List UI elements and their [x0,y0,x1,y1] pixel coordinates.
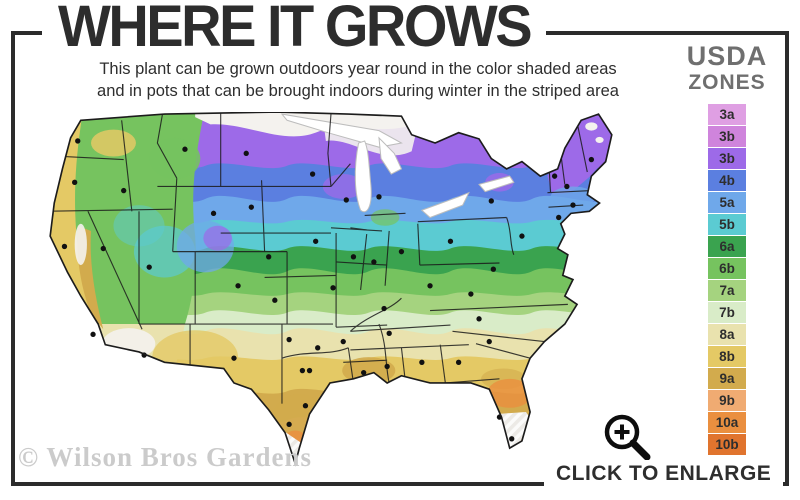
subtitle: This plant can be grown outdoors year ro… [66,59,650,102]
legend-zone-label: 10b [715,437,739,452]
city-dot [309,171,316,177]
city-dot [427,283,433,289]
city-dot [286,336,292,343]
legend-zone-label: 5a [719,195,735,210]
legend-swatch-column: 3a 3b 3b 4b 5a 5b 6a 6b 7a 7b 8a 8b 9a 9b 10a 10b [666,104,788,455]
city-dot [340,338,346,345]
legend-zone-swatch: 5a [708,192,746,213]
city-dot [315,345,321,351]
city-dot [398,248,405,255]
legend-zone-swatch: 7b [708,302,746,323]
legend-zone-label: 8b [719,349,735,364]
legend-zone-swatch: 5b [708,214,746,235]
city-dot [488,198,494,204]
city-dot [330,285,336,291]
legend-zone-swatch: 4b [708,170,746,191]
city-dot [100,245,106,252]
city-dot [490,266,496,272]
city-dot [361,369,367,376]
city-dot [509,436,515,442]
city-dot [570,202,576,208]
legend-zone-swatch: 6a [708,236,746,257]
legend-zone-label: 9b [719,393,735,408]
watermark: © Wilson Bros Gardens [18,442,312,472]
city-dot [381,305,387,312]
city-dot [182,146,188,152]
city-dot [210,210,217,217]
legend-zone-label: 3b [719,129,735,144]
legend-zone-swatch: 6b [708,258,746,279]
legend-title-usda: USDA [686,41,768,71]
magnifying-glass-plus-icon[interactable] [600,410,656,466]
subtitle-line-2: and in pots that can be brought indoors … [97,81,619,100]
us-map-svg [49,112,613,465]
legend-zone-swatch: 10b [708,434,746,455]
legend-zone-swatch: 10a [708,412,746,433]
city-dot [248,204,254,210]
city-dot [371,259,377,265]
state-borders [50,112,592,404]
legend-zone-label: 7a [719,283,735,298]
city-dot [146,264,152,270]
city-dot [243,150,249,157]
click-to-enlarge-label[interactable]: CLICK TO ENLARGE [544,460,784,487]
legend-zone-swatch: 9b [708,390,746,411]
city-dot [266,254,272,260]
city-dot [72,179,78,186]
city-dot [588,156,595,163]
legend-zone-label: 9a [719,371,735,386]
legend-zone-label: 3b [719,151,735,166]
city-dot [286,421,292,428]
city-dot [556,214,562,221]
legend-zone-label: 7b [719,305,735,320]
legend-zone-label: 3a [719,107,735,122]
us-hardiness-zone-map [42,112,670,474]
city-dot [486,338,492,345]
legend-zone-swatch: 3a [708,104,746,125]
city-dot [313,238,319,244]
legend-zone-swatch: 7a [708,280,746,301]
city-dot [75,138,81,144]
great-lakes [280,113,515,219]
city-dot [564,183,570,190]
city-dot [343,197,349,203]
subtitle-line-1: This plant can be grown outdoors year ro… [99,60,617,78]
city-dot [61,243,68,250]
legend-zone-swatch: 3b [708,126,746,147]
city-dot [419,359,425,365]
legend-zone-swatch: 8b [708,346,746,367]
legend-zone-swatch: 9a [708,368,746,389]
city-dot [384,363,390,370]
legend-zone-label: 8a [719,327,735,342]
legend-zone-label: 4b [719,173,735,188]
striped-area-south-florida [497,411,531,450]
city-dot [121,187,127,194]
city-dot [551,173,558,179]
legend-zone-label: 6b [719,261,735,276]
city-dot [299,367,306,374]
city-dot [90,331,96,338]
city-dot [386,330,392,337]
legend-zone-swatch: 8a [708,324,746,345]
city-dot [376,194,382,200]
city-dot [350,254,357,260]
page-title: WHERE IT GROWS [42,0,547,59]
city-dot [235,283,241,289]
city-dot [476,316,482,322]
city-dot [306,367,313,374]
city-dot [231,355,237,361]
legend-zone-label: 5b [719,217,735,232]
legend-zone-swatch: 3b [708,148,746,169]
city-dot [302,403,309,409]
legend-zone-label: 6a [719,239,735,254]
city-dot [447,238,454,244]
legend-zone-label: 10a [715,415,739,430]
city-dot [519,233,525,239]
city-dot [272,297,278,303]
legend-title-zones: ZONES [688,71,766,94]
usda-zones-legend: USDA ZONES 3a 3b 3b 4b 5a 5b 6a 6b 7a 7b 8a 8b 9a 9b 1… [666,42,788,456]
city-dot [468,291,474,297]
city-dot [455,359,462,365]
